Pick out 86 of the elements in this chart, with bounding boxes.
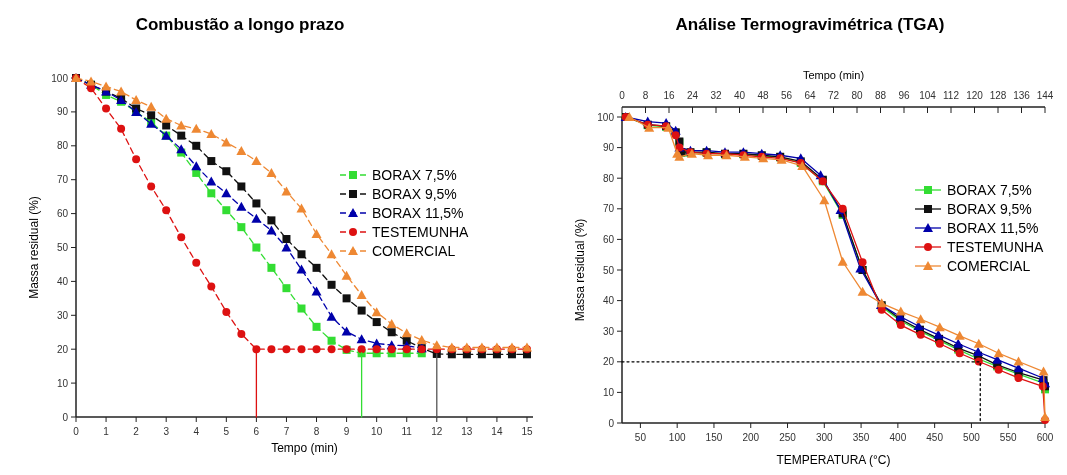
legend-label: BORAX 9,5% [947,201,1032,217]
x2-tick-label: 128 [989,90,1007,101]
y-tick-label: 30 [56,309,69,321]
x-tick-label: 8 [313,426,320,437]
x2-tick-label: 88 [874,90,887,101]
legend-label: TESTEMUNHA [947,239,1045,255]
x2-axis-title: Tempo (min) [802,69,865,81]
x-tick-label: 7 [283,426,290,437]
y-tick-label: 20 [56,343,69,355]
x2-tick-label: 136 [1013,90,1031,101]
x-tick-label: 5 [223,426,230,437]
y-tick-label: 90 [602,142,615,154]
x-tick-label: 500 [963,432,981,443]
x2-tick-label: 104 [919,90,937,101]
x-tick-label: 2 [133,426,140,437]
x2-tick-label: 120 [966,90,984,101]
x-tick-label: 0 [73,426,80,437]
x-tick-label: 350 [852,432,870,443]
chart-title: Análise Termogravimétrica (TGA) [675,15,945,34]
x-tick-label: 13 [461,426,473,437]
legend-label: BORAX 11,5% [372,205,464,221]
x2-tick-label: 56 [780,90,793,101]
x-tick-label: 300 [815,432,834,443]
x-tick-label: 3 [163,426,170,437]
y-tick-label: 10 [602,386,615,398]
x2-tick-label: 48 [757,90,769,101]
y-axis-title: Massa residual (%) [573,218,587,322]
x2-tick-label: 64 [804,90,816,101]
x-tick-label: 50 [634,432,647,443]
y-tick-label: 70 [602,203,615,215]
y-tick-label: 70 [56,174,69,186]
y-tick-label: 100 [51,72,69,84]
y-tick-label: 0 [608,417,615,429]
y-tick-label: 80 [56,140,69,152]
x2-tick-label: 144 [1036,90,1054,101]
y-tick-label: 40 [602,295,615,307]
x-tick-label: 550 [999,432,1017,443]
x-tick-label: 1 [103,426,110,437]
x-axis-title: Tempo (min) [271,441,338,455]
legend-label: BORAX 7,5% [947,182,1032,198]
x2-tick-label: 40 [733,90,746,101]
x-tick-label: 4 [193,426,200,437]
y-tick-label: 30 [602,325,615,337]
y-tick-label: 50 [56,242,69,253]
y-tick-label: 60 [602,233,615,245]
x2-tick-label: 96 [898,90,910,101]
legend-label: TESTEMUNHA [372,224,470,240]
x2-tick-label: 0 [619,90,626,101]
x-tick-label: 12 [431,426,443,437]
x-tick-label: 9 [343,426,350,437]
x-tick-label: 11 [401,426,413,437]
x-tick-label: 14 [491,426,503,437]
x2-tick-label: 32 [710,90,722,101]
x-tick-label: 15 [521,426,533,437]
x-axis-title: TEMPERATURA (°C) [776,453,891,467]
x-tick-label: 600 [1036,432,1054,443]
x2-tick-label: 72 [827,90,840,101]
y-tick-label: 80 [602,172,615,184]
chart-title: Combustão a longo prazo [135,15,345,34]
x-tick-label: 450 [926,432,944,443]
x-tick-label: 400 [889,432,907,443]
x2-tick-label: 24 [686,90,699,101]
legend-label: COMERCIAL [372,243,456,259]
y-tick-label: 60 [56,208,69,220]
x-tick-label: 100 [668,432,686,443]
x2-tick-label: 80 [851,90,863,101]
y-tick-label: 10 [56,377,69,389]
x2-tick-label: 16 [663,90,675,101]
x-tick-label: 200 [742,432,760,443]
x2-tick-label: 112 [943,90,960,101]
y-tick-label: 20 [602,356,615,368]
x-tick-label: 250 [779,432,797,443]
legend-label: BORAX 9,5% [372,186,457,202]
y-axis-title: Massa residual (%) [27,196,41,299]
y-tick-label: 0 [62,411,69,423]
y-tick-label: 50 [602,264,615,276]
y-tick-label: 100 [597,111,615,123]
x2-tick-label: 8 [642,90,649,101]
legend-label: BORAX 11,5% [947,220,1039,236]
x-tick-label: 150 [705,432,723,443]
y-tick-label: 40 [56,275,69,287]
x-tick-label: 6 [253,426,260,437]
legend-label: COMERCIAL [947,258,1031,274]
legend-label: BORAX 7,5% [372,167,457,183]
x-tick-label: 10 [371,426,383,437]
y-tick-label: 90 [56,106,69,118]
